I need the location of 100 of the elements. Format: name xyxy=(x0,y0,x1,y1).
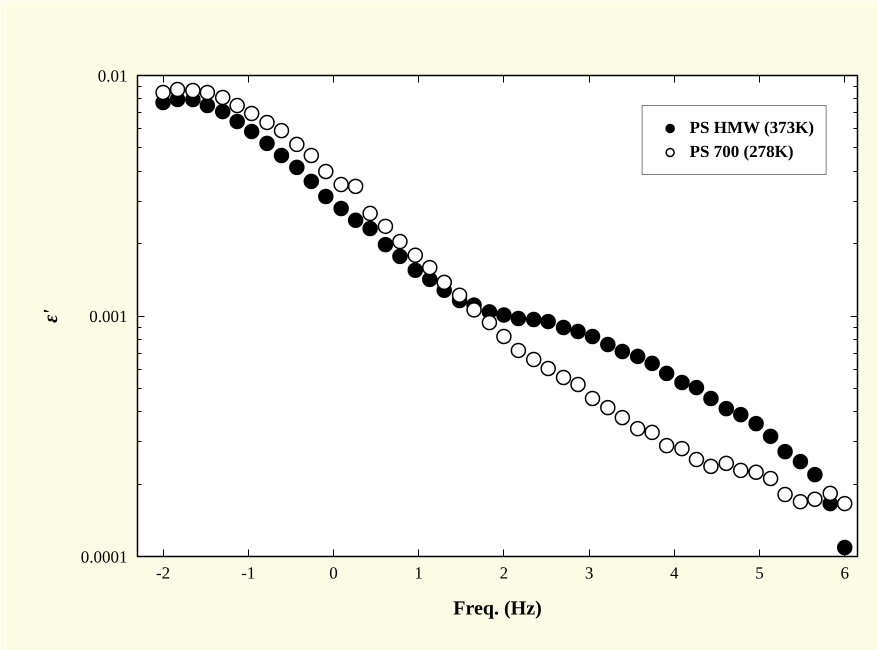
point xyxy=(304,174,320,190)
point xyxy=(304,148,320,164)
y-tick-label: 0.001 xyxy=(89,307,128,326)
point xyxy=(614,410,630,426)
point xyxy=(658,366,674,382)
point xyxy=(748,464,764,480)
point xyxy=(436,274,452,290)
point xyxy=(392,248,408,264)
x-tick-label: 3 xyxy=(584,564,594,582)
point xyxy=(289,160,305,176)
point xyxy=(556,370,572,386)
point xyxy=(688,380,704,396)
point xyxy=(658,438,674,454)
point xyxy=(289,136,305,152)
x-tick-label: 2 xyxy=(500,564,508,582)
point xyxy=(540,360,556,376)
point xyxy=(674,440,690,456)
x-tick-label: 6 xyxy=(840,564,849,582)
point xyxy=(333,200,349,216)
point xyxy=(822,486,838,502)
point xyxy=(362,220,378,236)
point xyxy=(510,342,526,358)
point xyxy=(762,428,778,444)
point xyxy=(378,218,394,234)
point xyxy=(348,178,364,194)
point xyxy=(510,310,526,326)
point xyxy=(762,470,778,486)
point xyxy=(807,492,823,507)
point xyxy=(570,376,586,392)
y-axis-title: ε' xyxy=(40,308,62,323)
point xyxy=(733,462,749,478)
point xyxy=(836,540,852,556)
point xyxy=(748,416,764,432)
legend-label: PS 700 (278K) xyxy=(690,142,794,162)
x-tick-label: 0 xyxy=(329,564,338,582)
point xyxy=(526,352,542,368)
point xyxy=(703,390,719,406)
legend-label: PS HMW (373K) xyxy=(690,118,814,138)
point xyxy=(378,236,394,252)
point xyxy=(482,314,498,330)
point xyxy=(556,320,572,336)
point xyxy=(674,374,690,390)
point xyxy=(392,234,408,250)
point xyxy=(244,106,260,122)
point xyxy=(836,496,852,512)
point xyxy=(274,122,290,138)
point xyxy=(644,424,660,440)
point xyxy=(333,176,349,192)
point xyxy=(584,390,600,406)
x-axis-title: Freq. (Hz) xyxy=(453,598,542,620)
x-tick-label: 1 xyxy=(414,564,423,582)
point xyxy=(348,212,364,228)
point xyxy=(807,466,823,482)
x-tick-label: -1 xyxy=(241,564,256,582)
point xyxy=(584,328,600,344)
point xyxy=(229,114,245,130)
point xyxy=(777,444,793,460)
point xyxy=(496,328,512,344)
point xyxy=(318,164,334,180)
point xyxy=(718,400,734,416)
point xyxy=(792,494,808,510)
point xyxy=(733,406,749,422)
point xyxy=(422,260,438,276)
x-tick-label: 5 xyxy=(755,564,764,582)
point xyxy=(185,82,201,98)
point xyxy=(259,114,275,130)
x-tick-label: 4 xyxy=(670,564,680,582)
point xyxy=(718,456,734,472)
point xyxy=(259,136,275,152)
point xyxy=(155,84,171,100)
point xyxy=(614,344,630,360)
point xyxy=(600,336,616,352)
point xyxy=(244,124,260,140)
point xyxy=(229,98,245,114)
point xyxy=(703,458,719,474)
point xyxy=(644,356,660,372)
point xyxy=(362,206,378,222)
point xyxy=(452,287,468,303)
point xyxy=(600,400,616,416)
point xyxy=(570,324,586,340)
point xyxy=(466,302,482,318)
point xyxy=(274,148,290,164)
point xyxy=(170,82,186,98)
point xyxy=(792,454,808,470)
point xyxy=(630,420,646,436)
point xyxy=(408,262,424,278)
point xyxy=(540,314,556,330)
point xyxy=(526,312,542,328)
point xyxy=(214,104,230,120)
y-tick-label: 0.01 xyxy=(98,66,128,86)
x-tick-label: -2 xyxy=(156,564,170,582)
y-tick-label: 0.0001 xyxy=(80,548,128,566)
point xyxy=(688,452,704,468)
point xyxy=(496,307,512,323)
point xyxy=(318,188,334,204)
point xyxy=(214,90,230,106)
point xyxy=(777,486,793,502)
point xyxy=(200,98,216,114)
point xyxy=(630,348,646,364)
point xyxy=(408,247,424,263)
